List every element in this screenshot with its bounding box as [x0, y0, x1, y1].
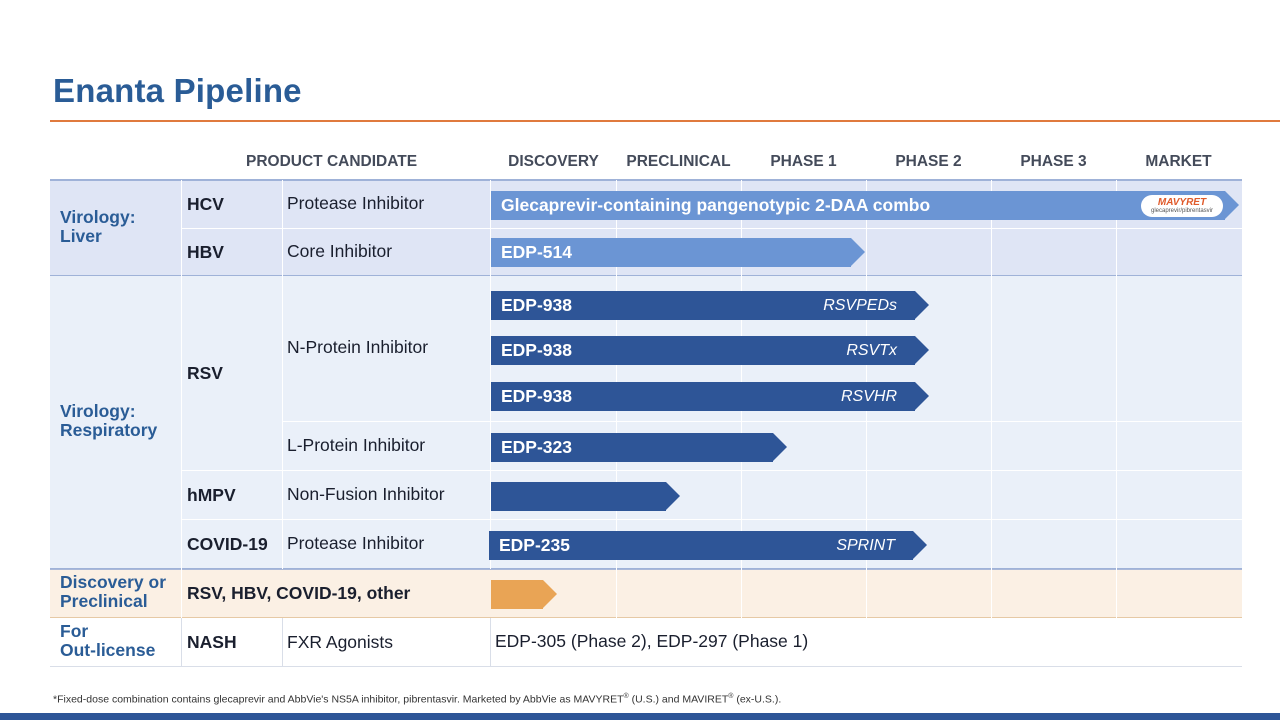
mavyret-logo: MAVYRET glecaprevir/pibrentasvir [1141, 195, 1223, 217]
logo-sub: glecaprevir/pibrentasvir [1150, 207, 1214, 214]
grid-line [282, 421, 1242, 422]
band-virology-respiratory [50, 276, 1242, 569]
grid-line [181, 470, 1242, 471]
category-discovery-preclinical: Discovery or Preclinical [60, 572, 167, 611]
category-virology-liver: Virology: Liver [60, 207, 136, 246]
grid-line [282, 180, 283, 569]
outlicense-programs: EDP-305 (Phase 2), EDP-297 (Phase 1) [495, 631, 809, 651]
category-virology-respiratory: Virology: Respiratory [60, 401, 158, 440]
title-divider [50, 120, 1280, 122]
header-product-candidate: PRODUCT CANDIDATE [246, 153, 418, 170]
logo-brand: MAVYRET [1157, 196, 1207, 208]
mechanism-rsv-l: L-Protein Inhibitor [287, 435, 426, 455]
target-nash: NASH [187, 632, 237, 652]
grid-line [181, 519, 1242, 520]
band-discovery [50, 569, 1242, 618]
bar-label: EDP-938 [501, 295, 573, 315]
arrow-head [773, 433, 787, 461]
arrow-head [666, 482, 680, 510]
grid-line [181, 618, 182, 667]
pipeline-bar-hbv: EDP-514 [491, 238, 865, 267]
header-phase3: PHASE 3 [1020, 153, 1087, 170]
bar-label: EDP-938 [501, 386, 573, 406]
pipeline-bar-rsv-hr: EDP-938 RSVHR [491, 382, 929, 411]
target-covid: COVID-19 [187, 534, 268, 554]
bar-label: EDP-514 [501, 242, 573, 262]
bottom-accent-bar [0, 713, 1280, 720]
header-phase2: PHASE 2 [895, 153, 962, 170]
target-hcv: HCV [187, 194, 224, 214]
mechanism-hcv: Protease Inhibitor [287, 193, 425, 213]
header-discovery: DISCOVERY [508, 153, 599, 170]
bar-label: EDP-235 [499, 535, 571, 555]
header-market: MARKET [1145, 153, 1212, 170]
band-outlicense [50, 618, 1242, 667]
page-title: Enanta Pipeline [53, 72, 302, 109]
pipeline-bar-rsv-peds: EDP-938 RSVPEDs [491, 291, 929, 320]
pipeline-bar-hcv: Glecaprevir-containing pangenotypic 2-DA… [491, 191, 1239, 220]
mechanism-hbv: Core Inhibitor [287, 241, 393, 261]
grid-line [490, 618, 491, 667]
arrow-head [543, 580, 557, 608]
header-phase1: PHASE 1 [770, 153, 837, 170]
mechanism-rsv-n: N-Protein Inhibitor [287, 337, 429, 357]
arrow-head [915, 336, 929, 364]
grid-line [991, 180, 992, 618]
target-discovery: RSV, HBV, COVID-19, other [187, 583, 411, 603]
mechanism-nash: FXR Agonists [287, 632, 394, 652]
study-name: SPRINT [836, 536, 895, 554]
pipeline-bar-edp-235: EDP-235 SPRINT [489, 531, 927, 560]
target-hmpv: hMPV [187, 485, 236, 505]
grid-line [1116, 180, 1117, 618]
arrow-head [915, 382, 929, 410]
pipeline-bar-edp-323: EDP-323 [491, 433, 787, 462]
pipeline-bar-discovery [491, 580, 557, 609]
bar-label: EDP-323 [501, 437, 573, 457]
study-name: RSVTx [846, 341, 897, 359]
header-preclinical: PRECLINICAL [626, 153, 731, 170]
mechanism-covid: Protease Inhibitor [287, 533, 425, 553]
study-name: RSVHR [840, 387, 897, 405]
study-name: RSVPEDs [823, 296, 897, 314]
target-hbv: HBV [187, 242, 224, 262]
footnote: *Fixed-dose combination contains glecapr… [53, 693, 782, 706]
grid-line [490, 180, 491, 569]
category-outlicense: For Out-license [60, 621, 156, 660]
grid-line [181, 228, 1242, 229]
arrow-head [851, 238, 865, 266]
bar-label: Glecaprevir-containing pangenotypic 2-DA… [501, 195, 931, 215]
mechanism-hmpv: Non-Fusion Inhibitor [287, 484, 445, 504]
grid-line [181, 180, 182, 667]
bar-label: EDP-938 [501, 340, 573, 360]
pipeline-bar-rsv-tx: EDP-938 RSVTx [491, 336, 929, 365]
grid-line [282, 618, 283, 667]
target-rsv: RSV [187, 363, 223, 383]
arrow-head [915, 291, 929, 319]
arrow-head [913, 531, 927, 559]
arrow-head [1225, 191, 1239, 219]
pipeline-bar-hmpv [491, 482, 680, 511]
